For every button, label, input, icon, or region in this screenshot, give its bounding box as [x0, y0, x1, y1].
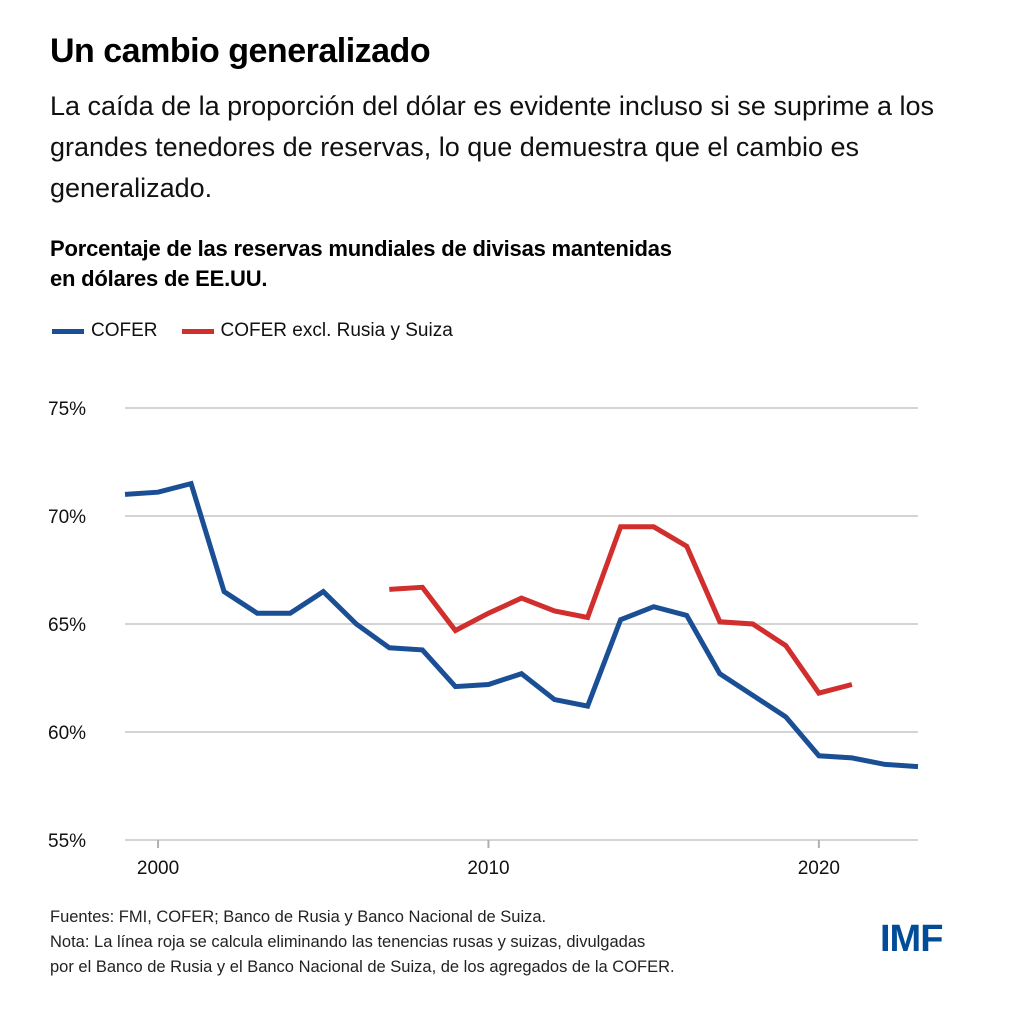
- legend-label-cofer: COFER: [91, 320, 158, 341]
- footer-notes: Fuentes: FMI, COFER; Banco de Rusia y Ba…: [50, 905, 675, 980]
- chart-title-line-1: Porcentaje de las reservas mundiales de …: [50, 236, 672, 261]
- x-axis: 2000 2010 2020: [137, 840, 840, 879]
- chart-title-line-2: en dólares de EE.UU.: [50, 266, 268, 291]
- y-axis-labels: 55% 60% 65% 70% 75%: [48, 399, 86, 852]
- y-tick-label: 70%: [48, 507, 86, 528]
- x-tick-label: 2010: [467, 858, 509, 879]
- legend-item-cofer: COFER: [52, 320, 158, 342]
- series-line-cofer-excl: [389, 524, 853, 696]
- note-line-2: por el Banco de Rusia y el Banco Naciona…: [50, 958, 675, 976]
- sources-text: Fuentes: FMI, COFER; Banco de Rusia y Ba…: [50, 908, 547, 926]
- x-tick-label: 2000: [137, 858, 179, 879]
- chart-title: Porcentaje de las reservas mundiales de …: [50, 234, 672, 294]
- legend-swatch-cofer: [52, 328, 84, 334]
- legend: COFER COFER excl. Rusia y Suiza: [52, 320, 477, 342]
- y-tick-label: 75%: [48, 399, 86, 420]
- series-line-cofer: [124, 480, 919, 770]
- gridlines: [125, 407, 918, 841]
- y-tick-label: 60%: [48, 723, 86, 744]
- legend-label-cofer-excl: COFER excl. Rusia y Suiza: [220, 320, 453, 341]
- x-tick-label: 2020: [798, 858, 840, 879]
- page-subtitle: La caída de la proporción del dólar es e…: [50, 91, 935, 203]
- legend-swatch-cofer-excl: [181, 328, 214, 334]
- series-lines: [124, 480, 919, 770]
- legend-item-cofer-excl: COFER excl. Rusia y Suiza: [181, 320, 453, 342]
- y-tick-label: 55%: [48, 831, 86, 852]
- note-line-1: Nota: La línea roja se calcula eliminand…: [50, 933, 646, 951]
- page-title: Un cambio generalizado: [50, 32, 431, 70]
- y-tick-label: 65%: [48, 615, 86, 636]
- imf-logo: IMF: [880, 918, 943, 960]
